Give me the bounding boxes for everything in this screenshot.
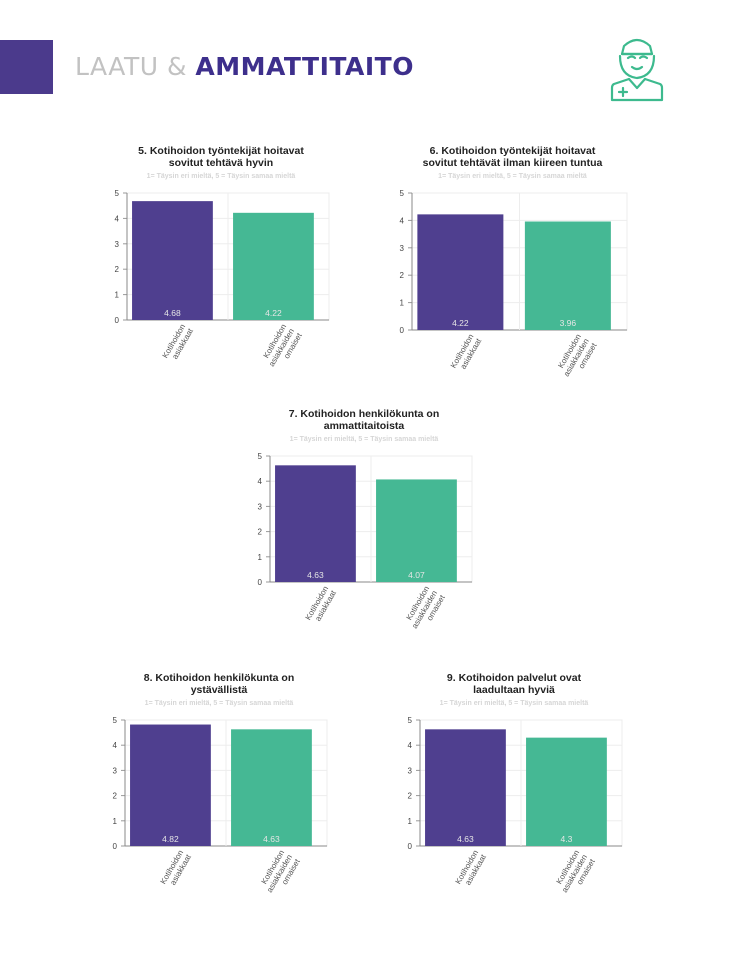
- bar: [132, 201, 213, 320]
- y-tick-label: 1: [408, 817, 413, 826]
- data-label: 4.22: [265, 308, 282, 318]
- x-tick-label: Kotihoidonasiakkaat: [159, 848, 194, 890]
- y-tick-label: 4: [258, 477, 263, 486]
- data-label: 4.3: [561, 834, 573, 844]
- data-label: 4.22: [452, 318, 469, 328]
- chart-subtitle: 1= Täysin eri mieltä, 5 = Täysin samaa m…: [439, 700, 589, 707]
- x-tick-label: Kotihoidonasiakkaidenomaiset: [552, 848, 597, 899]
- chart-subtitle: 1= Täysin eri mieltä, 5 = Täysin samaa m…: [146, 173, 296, 180]
- bar: [130, 724, 211, 846]
- data-label: 4.63: [457, 834, 474, 844]
- chart-plot: 0 1 2 3 4 5 4.63 Kotihoidonasiakkaat 4.07 Kotihoi…: [258, 452, 473, 635]
- data-label: 4.63: [263, 834, 280, 844]
- chart-title: 6. Kotihoidon työntekijät hoitavat sovit…: [422, 145, 603, 169]
- chart-subtitle: 1= Täysin eri mieltä, 5 = Täysin samaa m…: [438, 173, 587, 180]
- x-tick-label: Kotihoidonasiakkaidenomaiset: [259, 322, 304, 373]
- y-tick-label: 2: [113, 792, 118, 801]
- data-label: 3.96: [560, 318, 577, 328]
- nurse-icon: [610, 38, 664, 102]
- chart-subtitle: 1= Täysin eri mieltä, 5 = Täysin samaa m…: [289, 436, 439, 443]
- y-tick-label: 5: [113, 716, 118, 725]
- y-tick-label: 2: [258, 528, 263, 537]
- y-tick-label: 5: [400, 189, 405, 198]
- chart-q8: 8. Kotihoidon henkilökunta on ystävällis…: [103, 672, 335, 912]
- x-tick-label: Kotihoidonasiakkaat: [304, 584, 339, 626]
- chart-title: 7. Kotihoidon henkilökunta on ammattitai…: [288, 408, 440, 432]
- x-tick-label: Kotihoidonasiakkaat: [161, 322, 196, 364]
- y-tick-label: 1: [258, 553, 263, 562]
- chart-q9: 9. Kotihoidon palvelut ovat laadultaan h…: [398, 672, 630, 912]
- page-title-light: LAATU &: [75, 52, 196, 81]
- data-label: 4.07: [408, 570, 425, 580]
- data-label: 4.68: [164, 308, 181, 318]
- bar: [524, 221, 611, 330]
- chart-title: 5. Kotihoidon työntekijät hoitavat sovit…: [138, 145, 304, 169]
- y-tick-label: 3: [113, 766, 118, 775]
- chart-q7: 7. Kotihoidon henkilökunta on ammattitai…: [248, 408, 480, 648]
- x-tick-label: Kotihoidonasiakkaidenomaiset: [554, 332, 599, 383]
- y-tick-label: 3: [258, 502, 263, 511]
- y-tick-label: 0: [113, 842, 118, 851]
- y-tick-label: 1: [113, 817, 118, 826]
- bar: [417, 214, 504, 330]
- y-tick-label: 3: [115, 240, 120, 249]
- y-tick-label: 1: [115, 291, 120, 300]
- y-tick-label: 4: [400, 216, 405, 225]
- y-tick-label: 0: [115, 316, 120, 325]
- y-tick-label: 0: [408, 842, 413, 851]
- y-tick-label: 3: [408, 766, 413, 775]
- y-tick-label: 0: [258, 578, 263, 587]
- x-tick-label: Kotihoidonasiakkaat: [454, 848, 489, 890]
- bar: [526, 737, 607, 846]
- data-label: 4.63: [307, 570, 324, 580]
- chart-title: 9. Kotihoidon palvelut ovat laadultaan h…: [446, 672, 582, 696]
- y-tick-label: 2: [115, 265, 120, 274]
- page-title: LAATU & AMMATTITAITO: [75, 52, 414, 81]
- y-tick-label: 5: [258, 452, 263, 461]
- bar: [275, 465, 356, 582]
- y-tick-label: 0: [400, 326, 405, 335]
- page-title-bold: AMMATTITAITO: [195, 52, 414, 81]
- chart-q5: 5. Kotihoidon työntekijät hoitavat sovit…: [105, 145, 337, 385]
- y-tick-label: 2: [400, 271, 405, 280]
- bar: [376, 479, 457, 582]
- x-tick-label: Kotihoidonasiakkaidenomaiset: [402, 584, 447, 635]
- chart-title: 8. Kotihoidon henkilökunta on ystävällis…: [143, 672, 295, 696]
- chart-plot: 0 1 2 3 4 5 4.22 Kotihoidonasiakkaat 3.96 Kotihoi…: [400, 189, 628, 383]
- bar: [425, 729, 506, 846]
- bar: [233, 212, 314, 320]
- y-tick-label: 4: [408, 741, 413, 750]
- y-tick-label: 5: [408, 716, 413, 725]
- x-tick-label: Kotihoidonasiakkaat: [449, 332, 484, 374]
- y-tick-label: 1: [400, 299, 405, 308]
- y-tick-label: 4: [113, 741, 118, 750]
- chart-subtitle: 1= Täysin eri mieltä, 5 = Täysin samaa m…: [144, 700, 294, 707]
- y-tick-label: 2: [408, 792, 413, 801]
- chart-plot: 0 1 2 3 4 5 4.82 Kotihoidonasiakkaat 4.63 Kotihoi…: [113, 716, 328, 899]
- data-label: 4.82: [162, 834, 179, 844]
- bar: [231, 729, 312, 846]
- chart-q6: 6. Kotihoidon työntekijät hoitavat sovit…: [390, 145, 635, 395]
- y-tick-label: 4: [115, 214, 120, 223]
- y-tick-label: 3: [400, 244, 405, 253]
- x-tick-label: Kotihoidonasiakkaidenomaiset: [257, 848, 302, 899]
- y-tick-label: 5: [115, 189, 120, 198]
- header-accent-block: [0, 40, 53, 94]
- chart-plot: 0 1 2 3 4 5 4.63 Kotihoidonasiakkaat 4.3 Kotihoid…: [408, 716, 623, 899]
- chart-plot: 0 1 2 3 4 5 4.68 Kotihoidonasiakkaat 4.22 Kotihoi…: [115, 189, 330, 373]
